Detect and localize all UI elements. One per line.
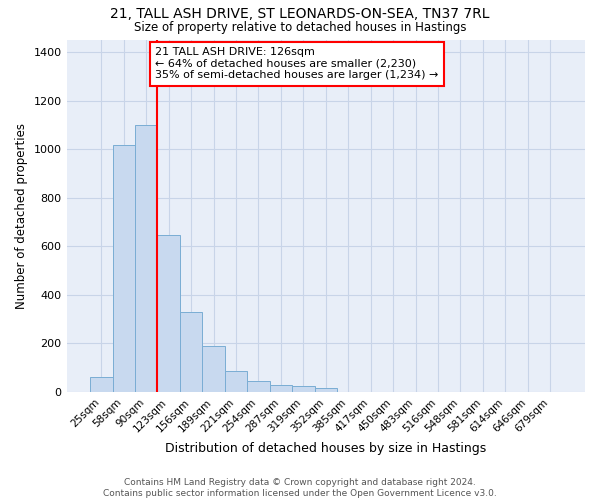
Text: Size of property relative to detached houses in Hastings: Size of property relative to detached ho… [134, 21, 466, 34]
Bar [180, 312, 202, 392]
Bar [113, 145, 135, 392]
Text: 21, TALL ASH DRIVE, ST LEONARDS-ON-SEA, TN37 7RL: 21, TALL ASH DRIVE, ST LEONARDS-ON-SEA, … [110, 8, 490, 22]
Text: Contains HM Land Registry data © Crown copyright and database right 2024.
Contai: Contains HM Land Registry data © Crown c… [103, 478, 497, 498]
Bar [314, 388, 337, 392]
Bar [135, 125, 157, 392]
Bar [247, 381, 269, 392]
Bar [157, 234, 180, 392]
Bar [225, 370, 247, 392]
Bar [202, 346, 225, 392]
Text: 21 TALL ASH DRIVE: 126sqm
← 64% of detached houses are smaller (2,230)
35% of se: 21 TALL ASH DRIVE: 126sqm ← 64% of detac… [155, 48, 439, 80]
Bar [292, 386, 314, 392]
Bar [90, 377, 113, 392]
Bar [269, 385, 292, 392]
Y-axis label: Number of detached properties: Number of detached properties [15, 123, 28, 309]
X-axis label: Distribution of detached houses by size in Hastings: Distribution of detached houses by size … [165, 442, 487, 455]
